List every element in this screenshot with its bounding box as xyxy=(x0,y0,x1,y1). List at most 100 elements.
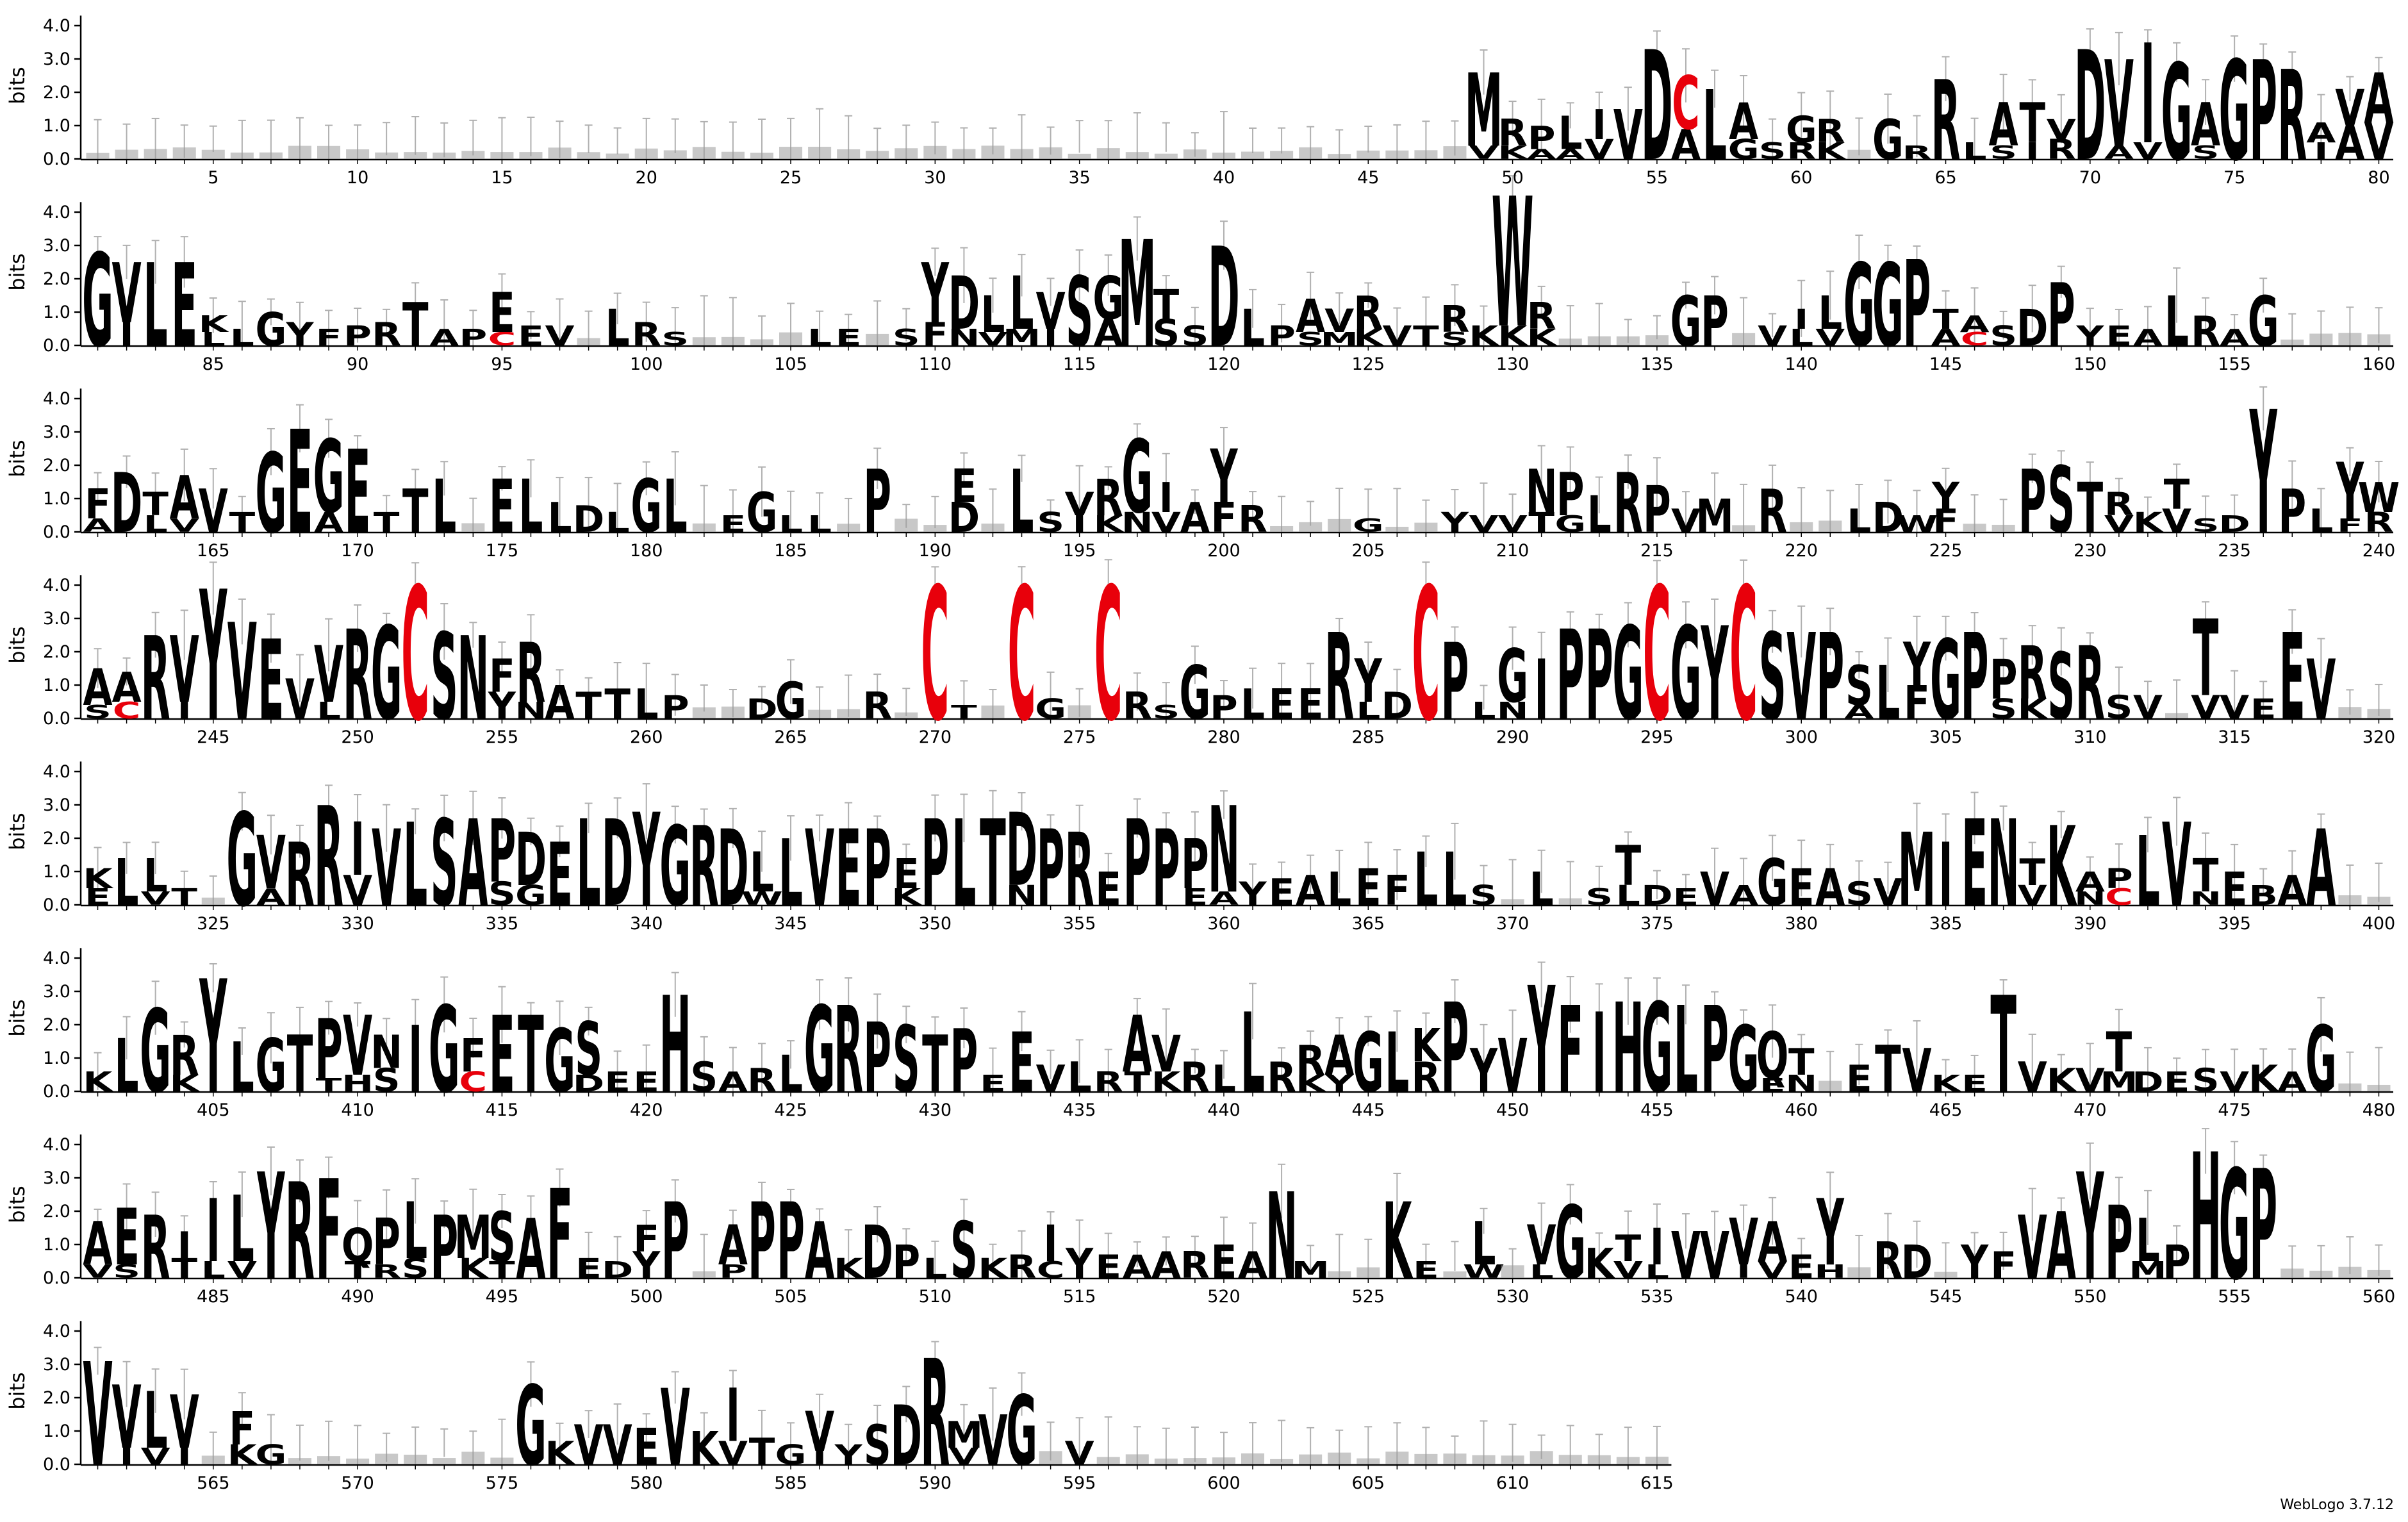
y-tick-label: 1.0 xyxy=(43,675,70,695)
residue-G: G xyxy=(1872,109,1904,172)
low-information-column xyxy=(317,1456,341,1464)
y-tick-label: 4.0 xyxy=(43,575,70,595)
residue-V: V xyxy=(545,320,575,352)
residue-L: L xyxy=(1241,681,1265,729)
residue-E: E xyxy=(518,320,544,352)
low-information-column xyxy=(2338,333,2362,345)
low-information-column xyxy=(952,149,976,159)
low-information-column xyxy=(1587,1455,1611,1464)
residue-E: E xyxy=(1298,681,1324,729)
residue-R: R xyxy=(2047,134,2076,166)
residue-F: F xyxy=(460,1030,486,1083)
residue-T: T xyxy=(2164,470,2190,518)
residue-D: D xyxy=(1901,1236,1933,1289)
residue-L: L xyxy=(1645,1261,1669,1282)
residue-L: L xyxy=(1414,838,1438,923)
residue-S: S xyxy=(431,609,458,747)
y-tick-label: 3.0 xyxy=(43,609,70,629)
residue-A: A xyxy=(1123,1000,1152,1090)
residue-V: V xyxy=(978,329,1007,350)
residue-S: S xyxy=(1990,320,2017,352)
residue-W: W xyxy=(1463,1261,1505,1282)
residue-V: V xyxy=(661,1368,690,1490)
residue-L: L xyxy=(1212,1057,1236,1100)
low-information-column xyxy=(461,523,485,532)
residue-A: A xyxy=(1931,324,1961,351)
low-information-column xyxy=(2367,1270,2391,1278)
x-tick-label: 395 xyxy=(2218,914,2251,934)
x-tick-label: 175 xyxy=(486,541,519,561)
y-tick-label: 3.0 xyxy=(43,422,70,442)
low-information-column xyxy=(1790,522,1813,532)
residue-T: T xyxy=(402,478,429,547)
residue-G: G xyxy=(1786,108,1817,151)
residue-L: L xyxy=(1327,863,1351,916)
x-tick-label: 85 xyxy=(202,354,224,374)
x-tick-label: 485 xyxy=(197,1287,230,1307)
residue-K: K xyxy=(1815,138,1847,164)
low-information-column xyxy=(404,152,427,159)
residue-I: I xyxy=(1535,642,1549,738)
x-tick-label: 375 xyxy=(1640,914,1674,934)
residue-E: E xyxy=(2250,693,2277,725)
residue-L: L xyxy=(201,1257,226,1283)
low-information-column xyxy=(837,709,861,718)
residue-S: S xyxy=(1066,256,1093,368)
x-tick-label: 580 xyxy=(630,1473,663,1493)
residue-R: R xyxy=(1412,1054,1441,1102)
residue-S: S xyxy=(893,324,920,351)
residue-V: V xyxy=(1498,1025,1528,1109)
low-information-column xyxy=(461,151,485,159)
y-axis-label: bits xyxy=(5,253,29,290)
residue-E: E xyxy=(633,1418,659,1477)
residue-R: R xyxy=(2104,486,2134,523)
residue-V: V xyxy=(343,998,372,1095)
residue-C: C xyxy=(921,549,950,762)
low-information-column xyxy=(1443,1271,1467,1278)
x-tick-label: 245 xyxy=(197,727,230,747)
residue-S: S xyxy=(1845,875,1873,913)
x-tick-label: 70 xyxy=(2079,168,2101,188)
x-tick-label: 470 xyxy=(2074,1100,2107,1120)
residue-F: F xyxy=(1904,677,1930,730)
x-tick-label: 50 xyxy=(1501,168,1523,188)
residue-S: S xyxy=(1152,311,1180,354)
residue-F: F xyxy=(922,316,948,353)
x-tick-label: 555 xyxy=(2218,1287,2251,1307)
residue-E: E xyxy=(547,824,573,925)
residue-C: C xyxy=(1008,549,1036,762)
y-tick-label: 3.0 xyxy=(43,982,70,1002)
residue-S: S xyxy=(1990,142,2017,163)
x-tick-label: 165 xyxy=(197,541,230,561)
y-tick-label: 4.0 xyxy=(43,389,70,409)
residue-G: G xyxy=(256,1025,287,1109)
residue-I: I xyxy=(1044,1215,1058,1273)
x-tick-label: 330 xyxy=(341,914,374,934)
residue-L: L xyxy=(1472,697,1496,724)
residue-C: C xyxy=(459,1066,488,1098)
low-information-column xyxy=(1270,525,1294,532)
low-information-column xyxy=(577,338,600,345)
residue-L: L xyxy=(606,507,630,539)
low-information-column xyxy=(288,145,311,159)
x-tick-label: 260 xyxy=(630,727,663,747)
residue-G: G xyxy=(313,418,345,535)
residue-P: P xyxy=(1903,236,1931,374)
low-information-column xyxy=(1125,1454,1149,1464)
residue-L: L xyxy=(1876,652,1900,736)
residue-L: L xyxy=(779,1045,803,1104)
residue-G: G xyxy=(2219,31,2250,191)
residue-A: A xyxy=(1238,1244,1267,1287)
low-information-column xyxy=(519,152,543,159)
residue-A: A xyxy=(1729,880,1758,912)
residue-G: G xyxy=(544,1011,575,1112)
low-information-column xyxy=(1645,1457,1669,1464)
residue-T: T xyxy=(749,1430,775,1473)
low-information-column xyxy=(923,145,947,159)
residue-L: L xyxy=(606,299,630,358)
x-tick-label: 400 xyxy=(2363,914,2396,934)
low-information-column xyxy=(1010,149,1034,159)
residue-K: K xyxy=(83,1066,113,1098)
low-information-column xyxy=(1328,1271,1351,1278)
x-tick-label: 515 xyxy=(1063,1287,1096,1307)
